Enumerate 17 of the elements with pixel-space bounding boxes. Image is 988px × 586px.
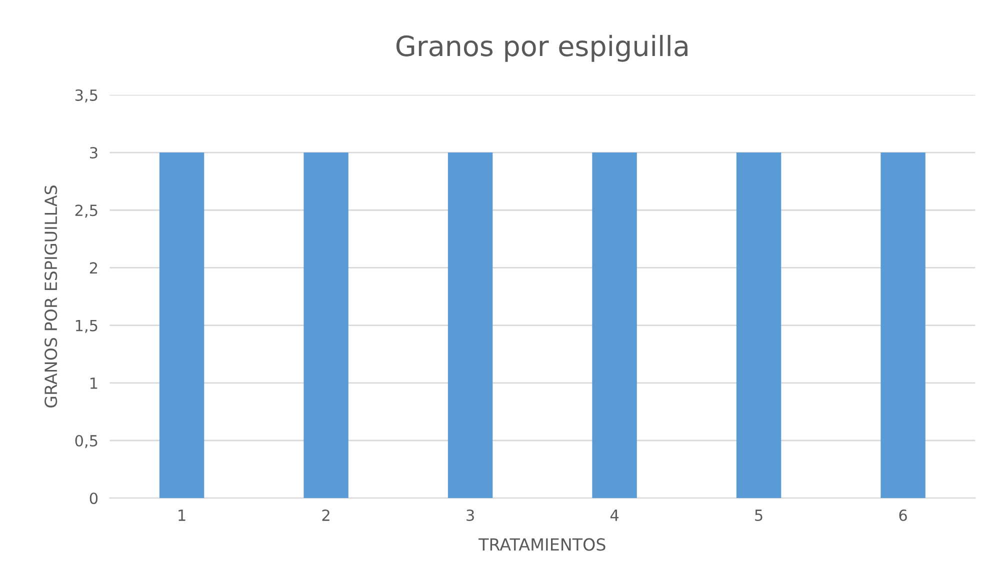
y-tick-label: 2,5 (75, 204, 98, 218)
x-tick-label: 6 (899, 509, 907, 522)
y-tick-label: 2 (90, 262, 98, 274)
y-axis-title: GRANOS POR ESPIGUILLAS (44, 186, 58, 408)
x-tick-label: 4 (610, 510, 619, 521)
chart-title: Granos por espiguilla (396, 34, 688, 62)
y-tick-label: 3,5 (75, 89, 98, 103)
y-tick-label: 1,5 (76, 320, 98, 333)
x-axis-title: TRATAMIENTOS (478, 538, 606, 551)
y-tick-label: 0 (90, 492, 98, 504)
x-tick-label: 5 (755, 510, 762, 522)
y-tick-label: 3 (90, 146, 98, 159)
x-tick-label: 2 (322, 509, 330, 521)
y-tick-label: 0,5 (75, 434, 98, 448)
x-tick-label: 3 (466, 509, 474, 522)
x-tick-label: 1 (178, 510, 186, 521)
y-tick-label: 1 (90, 378, 98, 389)
